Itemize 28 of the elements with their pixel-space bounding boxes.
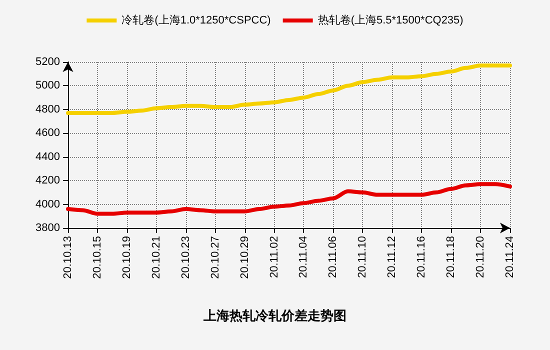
y-tick-label: 5200 bbox=[36, 56, 60, 68]
y-tick-label: 4400 bbox=[36, 150, 60, 163]
x-tick-label: 20.11.18 bbox=[445, 236, 458, 278]
line-series bbox=[66, 182, 512, 216]
x-tick-label: 20.10.29 bbox=[238, 236, 251, 279]
x-tick-label: 20.11.10 bbox=[356, 236, 369, 278]
x-tick-label: 20.10.27 bbox=[209, 236, 222, 279]
x-tick-label: 20.11.06 bbox=[327, 236, 340, 278]
y-tick-label: 5000 bbox=[36, 80, 60, 92]
legend-label: 热轧卷(上海5.5*1500*CQ235) bbox=[318, 14, 464, 26]
x-tick-label: 20.11.12 bbox=[386, 236, 398, 278]
y-tick-label: 4000 bbox=[36, 198, 60, 210]
x-tick-label: 20.10.21 bbox=[150, 236, 162, 279]
x-tick-label: 20.11.04 bbox=[298, 236, 310, 278]
x-tick-label: 20.11.20 bbox=[474, 236, 487, 278]
x-tick-label: 20.11.02 bbox=[268, 236, 280, 278]
y-tick-label: 4800 bbox=[36, 103, 60, 116]
x-tick-label: 20.10.23 bbox=[180, 236, 192, 279]
y-tick-label: 4200 bbox=[36, 174, 60, 187]
y-tick-label: 4600 bbox=[36, 127, 60, 140]
x-tick-label: 20.10.19 bbox=[120, 236, 133, 279]
text: 上海热轧冷轧价差走势图 bbox=[202, 308, 346, 324]
y-tick-label: 3800 bbox=[36, 222, 60, 234]
x-tick-label: 20.10.13 bbox=[62, 236, 74, 279]
legend-label: 冷轧卷(上海1.0*1250*CSPCC) bbox=[122, 14, 271, 26]
x-tick-label: 20.11.24 bbox=[504, 236, 516, 278]
x-tick-label: 20.10.15 bbox=[91, 236, 104, 279]
x-tick-label: 20.11.16 bbox=[416, 236, 428, 278]
